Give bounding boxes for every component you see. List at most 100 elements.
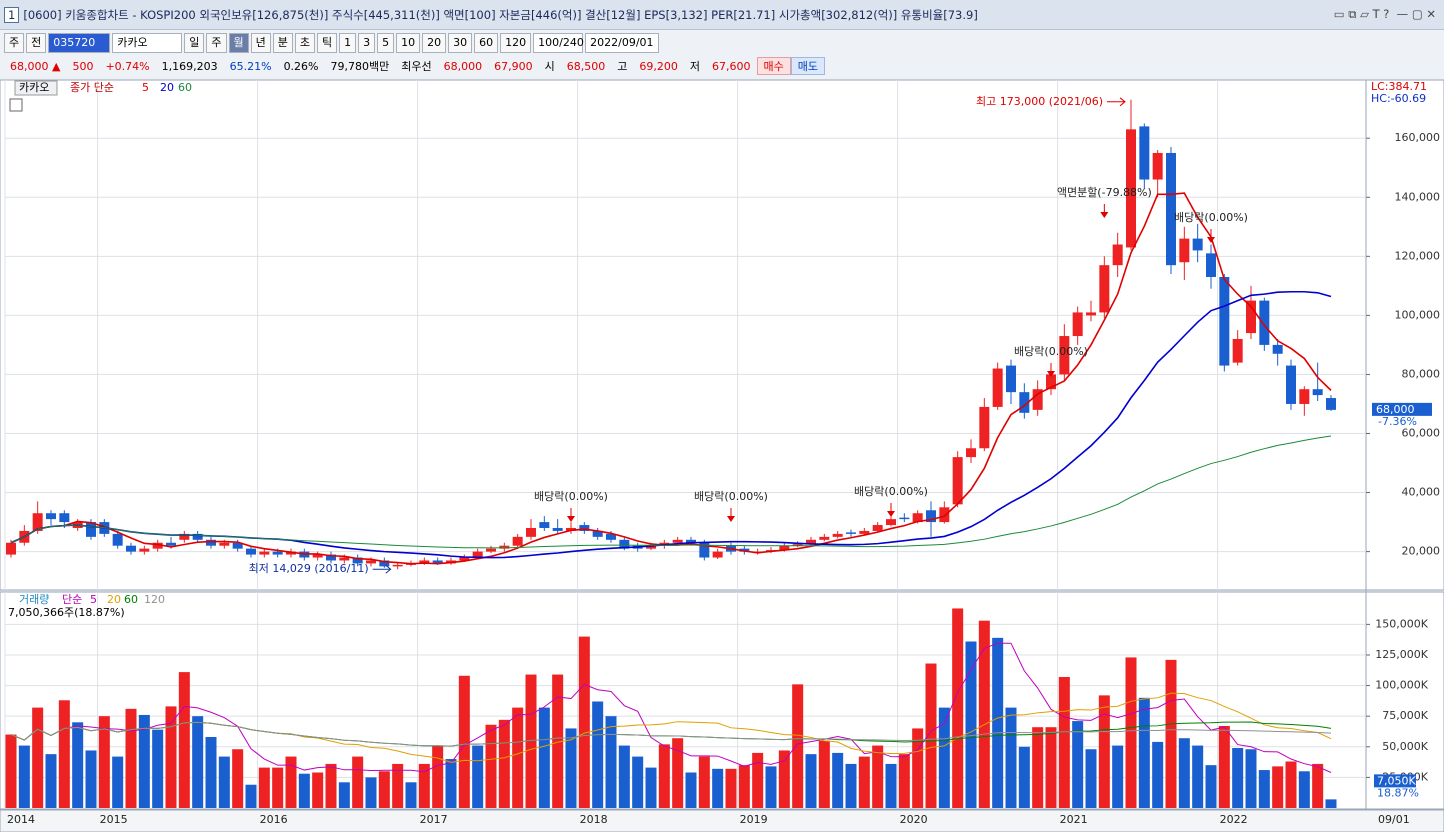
y-tick-label: 75,000K bbox=[1382, 709, 1428, 722]
last-volume-label: 7,050K bbox=[1377, 774, 1416, 787]
candle-body bbox=[1139, 126, 1150, 180]
candle-body bbox=[326, 554, 336, 561]
toolbar-button[interactable]: 틱 bbox=[317, 33, 338, 53]
price-panel bbox=[0, 79, 1444, 591]
annotation-label: 배당락(0.00%) bbox=[1014, 345, 1088, 358]
volume-bar bbox=[152, 729, 164, 808]
volume-bar bbox=[72, 722, 84, 808]
legend-label: 종가 단순 bbox=[70, 81, 114, 94]
toolbar-button[interactable]: 전 bbox=[26, 33, 47, 53]
y-tick-label: 80,000 bbox=[1402, 367, 1441, 380]
annotation-label: 배당락(0.00%) bbox=[854, 485, 928, 498]
candle-body bbox=[899, 517, 910, 520]
volume-bar bbox=[1165, 659, 1177, 808]
annotation-arrowhead bbox=[887, 511, 895, 517]
volume-bar bbox=[978, 620, 990, 808]
quote-bar: 68,000 ▲ 500 +0.74% 1,169,203 65.21% 0.26% 79,… bbox=[0, 55, 1444, 77]
candle-body bbox=[739, 548, 750, 552]
volume-bar bbox=[992, 637, 1004, 808]
toolbar-button[interactable]: 주 bbox=[4, 33, 25, 53]
candle-body bbox=[1032, 389, 1043, 410]
volume-bar bbox=[952, 608, 964, 808]
volume-bar bbox=[885, 763, 897, 808]
candle-body bbox=[59, 513, 70, 523]
volume-bar bbox=[645, 767, 657, 808]
volume-bar bbox=[1298, 771, 1310, 808]
volume-bar bbox=[632, 756, 644, 808]
toolbar-button[interactable]: 20 bbox=[422, 33, 447, 53]
volume-bar bbox=[205, 736, 217, 808]
toolbar-button[interactable]: 주 bbox=[206, 33, 227, 53]
toolbar-button[interactable]: 분 bbox=[272, 33, 293, 53]
volume-bar bbox=[418, 763, 430, 808]
quote-field: 시 bbox=[544, 60, 555, 73]
quote-field: 0.26% bbox=[283, 59, 319, 73]
quote-field: 68,000 bbox=[443, 59, 483, 73]
candle-body bbox=[192, 533, 203, 540]
volume-bar bbox=[498, 719, 510, 808]
volume-bar bbox=[965, 641, 977, 808]
x-tick-label: 2019 bbox=[740, 813, 768, 826]
candle-body bbox=[512, 536, 523, 546]
volume-bar bbox=[58, 700, 70, 808]
toolbar-button[interactable]: 120 bbox=[500, 33, 532, 53]
candle-body bbox=[1152, 152, 1163, 180]
toolbar-button[interactable]: 60 bbox=[474, 33, 499, 53]
volume-bar bbox=[5, 734, 17, 808]
legend-box bbox=[14, 80, 58, 96]
toolbar-button[interactable]: 035720 bbox=[48, 33, 111, 53]
low-arrow bbox=[372, 564, 392, 574]
candle-body bbox=[339, 557, 350, 561]
toolbar-button[interactable]: 100/240 bbox=[533, 33, 584, 53]
candle-body bbox=[32, 513, 43, 531]
volume-bar bbox=[512, 707, 524, 808]
quote-field[interactable]: 매수 bbox=[756, 57, 791, 75]
last-price-tag bbox=[1372, 402, 1432, 416]
toolbar-button[interactable]: 일 bbox=[184, 33, 205, 53]
toolbar-button[interactable]: 30 bbox=[448, 33, 473, 53]
annotation-label: 배당락(0.00%) bbox=[534, 490, 608, 503]
window-controls[interactable]: ▭ ⧉ ▱ T ? — ▢ ✕ bbox=[1333, 7, 1436, 21]
quote-field[interactable]: 매도 bbox=[790, 57, 825, 75]
toolbar-button[interactable]: 초 bbox=[294, 33, 315, 53]
candle-body bbox=[259, 551, 270, 555]
toolbar-button[interactable]: 3 bbox=[358, 33, 376, 53]
candle-body bbox=[606, 533, 616, 540]
toolbar-button[interactable]: 카카오 bbox=[112, 33, 183, 53]
volume-bar bbox=[658, 744, 670, 808]
quote-field: 79,780백만 bbox=[330, 60, 390, 73]
candle-body bbox=[832, 533, 843, 537]
candle-body bbox=[432, 560, 443, 564]
candle-body bbox=[1312, 389, 1323, 396]
volume-bar bbox=[1312, 763, 1324, 808]
toolbar-button[interactable]: 1 bbox=[339, 33, 357, 53]
candle-body bbox=[1086, 312, 1096, 316]
candle-body bbox=[646, 545, 656, 549]
quote-field: 67,900 bbox=[494, 59, 533, 73]
candle-body bbox=[419, 560, 430, 564]
toolbar-button[interactable]: 10 bbox=[396, 33, 421, 53]
candle-body bbox=[246, 548, 256, 555]
volume-bar bbox=[1112, 745, 1124, 808]
candle-body bbox=[86, 522, 96, 537]
candle-body bbox=[1072, 312, 1083, 337]
volume-bar bbox=[312, 772, 324, 808]
toolbar-button[interactable]: 5 bbox=[377, 33, 395, 53]
candle-body bbox=[486, 548, 496, 552]
toolbar-button[interactable]: 2022/09/01 bbox=[585, 33, 659, 53]
candle-body bbox=[392, 564, 403, 567]
last-volume-tag bbox=[1374, 774, 1416, 788]
candle-body bbox=[966, 448, 976, 458]
legend-period: 20 bbox=[107, 593, 121, 606]
candle-body bbox=[806, 539, 816, 545]
candle-body bbox=[859, 530, 870, 534]
volume-bar bbox=[85, 750, 97, 808]
toolbar-button[interactable]: 월 bbox=[228, 33, 249, 53]
toolbar-button[interactable]: 년 bbox=[250, 33, 271, 53]
candle-body bbox=[6, 542, 16, 555]
annotation-arrowhead bbox=[1207, 237, 1215, 243]
volume-bar bbox=[565, 728, 577, 808]
candle-body bbox=[926, 510, 936, 523]
y-tick-label: 20,000 bbox=[1402, 545, 1441, 558]
volume-bar bbox=[1192, 745, 1204, 808]
